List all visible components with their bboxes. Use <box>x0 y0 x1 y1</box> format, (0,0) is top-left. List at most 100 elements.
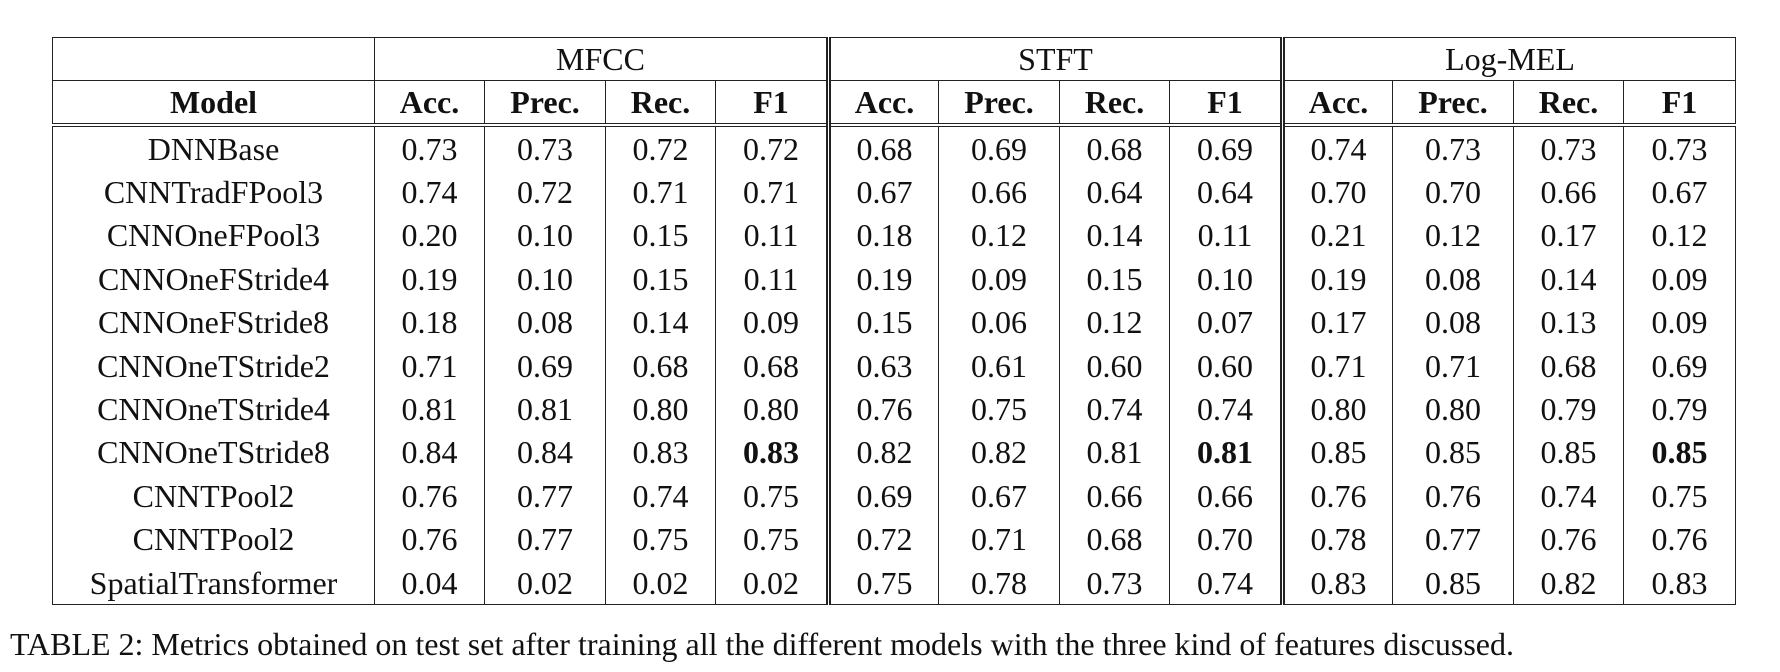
metric-cell: 0.83 <box>1280 560 1393 606</box>
column-header: Model <box>52 80 375 127</box>
column-header: Prec. <box>938 80 1060 127</box>
metric-cell: 0.78 <box>1280 517 1393 561</box>
metric-cell: 0.71 <box>938 517 1060 561</box>
metric-cell: 0.19 <box>826 257 939 301</box>
column-header: Rec. <box>605 80 716 127</box>
metric-cell: 0.18 <box>826 213 939 258</box>
metric-cell: 0.69 <box>1169 125 1283 171</box>
metric-cell: 0.10 <box>484 257 606 301</box>
metric-cell: 0.12 <box>1623 213 1736 258</box>
metric-cell: 0.10 <box>1169 257 1283 301</box>
metric-cell: 0.15 <box>605 257 716 301</box>
metric-cell: 0.19 <box>1280 257 1393 301</box>
group-header-row: MFCC STFT Log-MEL <box>52 37 1736 81</box>
metric-cell: 0.67 <box>826 170 939 214</box>
metric-cell: 0.81 <box>1059 430 1170 475</box>
metric-cell: 0.71 <box>1280 343 1393 388</box>
metric-cell: 0.69 <box>826 474 939 518</box>
metric-cell: 0.76 <box>374 474 485 518</box>
metric-cell: 0.84 <box>484 430 606 475</box>
model-name: CNNTradFPool3 <box>52 170 375 214</box>
model-name: CNNOneTStride2 <box>52 343 375 388</box>
metric-cell: 0.85 <box>1280 430 1393 475</box>
metric-cell: 0.70 <box>1169 517 1283 561</box>
table-row: CNNTradFPool3 0.74 0.72 0.71 0.71 0.67 0.66 0.6… <box>52 170 1736 214</box>
metrics-table: MFCC STFT Log-MEL Model Acc. Prec. Rec. F1 Acc.… <box>52 37 1736 606</box>
metric-cell: 0.83 <box>715 430 829 475</box>
metric-cell: 0.80 <box>605 387 716 431</box>
metric-cell: 0.73 <box>1392 125 1514 171</box>
metric-cell: 0.69 <box>938 125 1060 171</box>
metric-cell: 0.74 <box>374 170 485 214</box>
metric-cell: 0.72 <box>605 125 716 171</box>
metric-cell: 0.72 <box>484 170 606 214</box>
metric-cell: 0.75 <box>715 474 829 518</box>
metric-cell: 0.75 <box>1623 474 1736 518</box>
metric-cell: 0.13 <box>1513 300 1624 344</box>
table-row: SpatialTransformer 0.04 0.02 0.02 0.02 0.75 0.… <box>52 560 1736 606</box>
metric-cell: 0.71 <box>605 170 716 214</box>
metric-cell: 0.60 <box>1059 343 1170 388</box>
table-row: CNNTPool2 0.76 0.77 0.74 0.75 0.69 0.67 0.66 0.6… <box>52 474 1736 518</box>
column-header: Rec. <box>1059 80 1170 127</box>
metric-cell: 0.61 <box>938 343 1060 388</box>
column-header: F1 <box>1623 80 1736 127</box>
metric-cell: 0.09 <box>1623 257 1736 301</box>
metric-cell: 0.77 <box>1392 517 1514 561</box>
metric-cell: 0.74 <box>1169 387 1283 431</box>
metric-cell: 0.64 <box>1169 170 1283 214</box>
table-row: CNNTPool2 0.76 0.77 0.75 0.75 0.72 0.71 0.68 0.7… <box>52 517 1736 561</box>
metric-cell: 0.78 <box>938 560 1060 606</box>
model-name: CNNOneTStride4 <box>52 387 375 431</box>
metric-cell: 0.74 <box>1169 560 1283 606</box>
metric-cell: 0.68 <box>1059 517 1170 561</box>
metric-cell: 0.80 <box>1392 387 1514 431</box>
column-header: Acc. <box>826 80 939 127</box>
metric-cell: 0.81 <box>1169 430 1283 475</box>
metric-cell: 0.14 <box>605 300 716 344</box>
metric-cell: 0.14 <box>1059 213 1170 258</box>
model-name: CNNTPool2 <box>52 474 375 518</box>
metric-cell: 0.15 <box>826 300 939 344</box>
metric-cell: 0.14 <box>1513 257 1624 301</box>
metric-cell: 0.66 <box>938 170 1060 214</box>
metric-cell: 0.83 <box>605 430 716 475</box>
model-name: CNNOneFPool3 <box>52 213 375 258</box>
metric-cell: 0.10 <box>484 213 606 258</box>
metric-cell: 0.75 <box>938 387 1060 431</box>
metric-cell: 0.68 <box>1059 125 1170 171</box>
metric-cell: 0.08 <box>1392 300 1514 344</box>
table-row: CNNOneFStride8 0.18 0.08 0.14 0.09 0.15 0.06 0.… <box>52 300 1736 344</box>
model-name: CNNOneFStride4 <box>52 257 375 301</box>
metric-cell: 0.11 <box>1169 213 1283 258</box>
metric-cell: 0.76 <box>1280 474 1393 518</box>
metric-cell: 0.12 <box>1392 213 1514 258</box>
model-name: CNNTPool2 <box>52 517 375 561</box>
metric-cell: 0.18 <box>374 300 485 344</box>
metric-cell: 0.19 <box>374 257 485 301</box>
metric-cell: 0.17 <box>1280 300 1393 344</box>
metric-cell: 0.80 <box>715 387 829 431</box>
metric-cell: 0.21 <box>1280 213 1393 258</box>
metric-cell: 0.68 <box>826 125 939 171</box>
metric-cell: 0.74 <box>1513 474 1624 518</box>
column-header-row: Model Acc. Prec. Rec. F1 Acc. Prec. Rec. F1 Acc. P… <box>52 80 1736 127</box>
metric-cell: 0.15 <box>1059 257 1170 301</box>
column-header: Acc. <box>374 80 485 127</box>
metric-cell: 0.20 <box>374 213 485 258</box>
metric-cell: 0.15 <box>605 213 716 258</box>
metric-cell: 0.09 <box>1623 300 1736 344</box>
metric-cell: 0.07 <box>1169 300 1283 344</box>
table-row: CNNOneTStride8 0.84 0.84 0.83 0.83 0.82 0.82 0.… <box>52 430 1736 475</box>
metric-cell: 0.69 <box>484 343 606 388</box>
metric-cell: 0.12 <box>938 213 1060 258</box>
metric-cell: 0.75 <box>605 517 716 561</box>
metric-cell: 0.72 <box>715 125 829 171</box>
metric-cell: 0.70 <box>1392 170 1514 214</box>
metric-cell: 0.73 <box>1623 125 1736 171</box>
column-header: Rec. <box>1513 80 1624 127</box>
metric-cell: 0.76 <box>1513 517 1624 561</box>
metric-cell: 0.73 <box>1513 125 1624 171</box>
table-row: DNNBase 0.73 0.73 0.72 0.72 0.68 0.69 0.68 0.69 0… <box>52 125 1736 171</box>
